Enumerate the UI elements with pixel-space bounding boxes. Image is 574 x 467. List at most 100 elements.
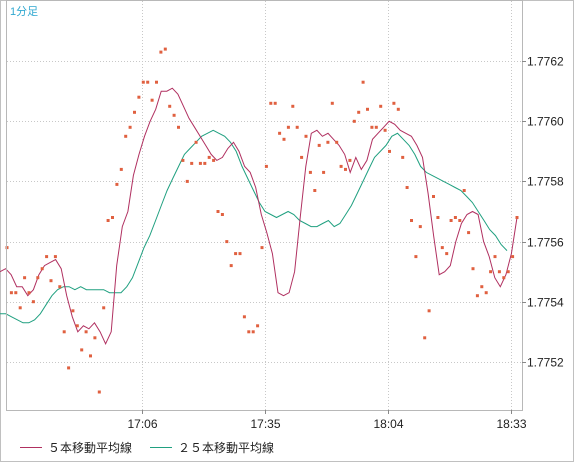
grid [7, 1, 522, 410]
price-point [467, 231, 471, 235]
y-tick-label: 1.7754 [527, 296, 564, 310]
price-point [194, 140, 198, 144]
price-point [185, 179, 189, 183]
price-point [264, 164, 268, 168]
price-point [339, 164, 343, 168]
price-point [480, 285, 484, 289]
price-point [203, 161, 207, 165]
y-tick-label: 1.7752 [527, 356, 564, 370]
x-axis: 17:06 17:35 18:04 18:33 [127, 410, 527, 431]
price-point [251, 330, 255, 334]
price-point [115, 182, 119, 186]
price-point [286, 125, 290, 129]
x-tick-label: 18:33 [496, 417, 526, 431]
price-point [410, 219, 413, 222]
price-point [247, 330, 251, 334]
price-point [49, 279, 53, 283]
legend-swatch-ma5 [20, 447, 42, 448]
price-point [475, 294, 479, 298]
price-point [357, 110, 361, 114]
price-point [242, 315, 246, 319]
price-point [295, 125, 299, 129]
price-point [484, 291, 488, 295]
price-point [392, 101, 396, 105]
x-tick-label: 17:06 [127, 417, 157, 431]
price-point [471, 267, 475, 271]
price-point [216, 210, 220, 213]
price-point [414, 255, 418, 259]
legend-item-ma25: ２５本移動平均線 [150, 439, 274, 456]
price-point [361, 80, 365, 84]
price-point [313, 189, 317, 192]
price-layer [5, 47, 519, 394]
price-point [177, 125, 180, 129]
price-point [14, 291, 18, 295]
price-point [493, 255, 497, 259]
price-point [106, 219, 110, 222]
price-point [304, 134, 308, 138]
price-point [458, 219, 462, 222]
legend-item-ma5: ５本移動平均線 [20, 439, 132, 456]
x-tick-label: 18:04 [373, 417, 403, 431]
ma25-line [0, 129, 508, 324]
price-point [273, 101, 277, 105]
ma5-layer [0, 87, 518, 345]
price-point [370, 125, 374, 129]
price-point [401, 155, 405, 159]
price-point [58, 285, 62, 289]
price-point [423, 336, 427, 340]
price-point [256, 324, 260, 328]
price-point [427, 309, 431, 313]
price-point [374, 125, 378, 129]
price-point [36, 276, 40, 280]
price-point [462, 189, 466, 192]
price-point [291, 104, 295, 108]
price-point [146, 80, 150, 84]
price-point [352, 119, 356, 123]
price-point [124, 134, 128, 138]
price-point [330, 101, 334, 105]
price-point [308, 170, 312, 174]
price-point [40, 267, 44, 271]
price-point [93, 336, 97, 340]
price-point [260, 246, 264, 250]
price-point [119, 167, 123, 171]
price-point [220, 213, 224, 216]
price-point [212, 158, 216, 162]
price-point [172, 113, 176, 117]
price-point [18, 306, 22, 310]
price-point [366, 107, 369, 111]
price-point [383, 128, 387, 132]
price-point [489, 270, 493, 274]
legend-label-ma25: ２５本移動平均線 [178, 441, 275, 455]
price-point [75, 324, 79, 328]
price-point [89, 354, 92, 358]
price-point [137, 95, 141, 99]
price-point [379, 104, 383, 108]
price-point [9, 291, 13, 295]
price-point [45, 255, 49, 259]
price-point [84, 330, 88, 334]
price-point [317, 143, 321, 147]
y-tick-label: 1.7756 [527, 236, 564, 250]
price-point [502, 276, 506, 280]
price-point [449, 219, 453, 222]
price-point [111, 216, 114, 219]
price-point [168, 104, 172, 108]
price-point [278, 131, 282, 135]
ma5-line [0, 87, 518, 345]
price-point [229, 264, 233, 268]
x-tick-label: 17:35 [250, 417, 280, 431]
y-tick-label: 1.7758 [527, 175, 564, 189]
price-point [141, 80, 145, 84]
price-point [440, 246, 444, 250]
price-point [436, 216, 440, 219]
y-tick-label: 1.7762 [527, 55, 564, 69]
price-point [506, 270, 510, 274]
price-point [97, 390, 101, 394]
y-tick-label: 1.7760 [527, 115, 564, 129]
price-point [150, 98, 154, 102]
price-point [80, 348, 84, 352]
